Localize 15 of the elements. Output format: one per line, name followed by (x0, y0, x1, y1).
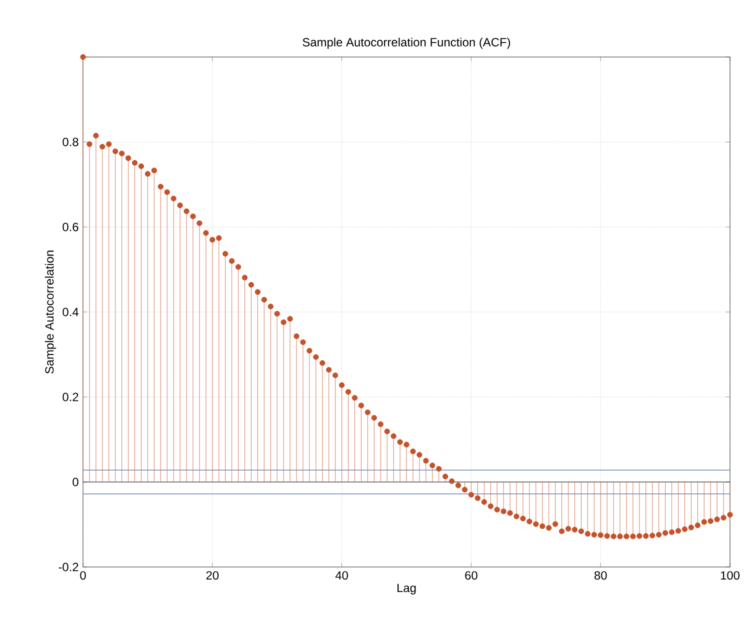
y-axis-title: Sample Autocorrelation (44, 250, 56, 374)
y-tick-label: 0.4 (62, 308, 78, 316)
x-tick-label: 60 (465, 571, 478, 580)
x-tick-label: 40 (335, 571, 348, 580)
x-tick-label: 0 (80, 571, 86, 580)
x-tick-label: 100 (720, 571, 740, 580)
chart-title: Sample Autocorrelation Function (ACF) (302, 38, 510, 49)
y-tick-label: 0.8 (62, 138, 78, 146)
y-tick-label: 0.6 (62, 222, 78, 232)
y-tick-label: -0.2 (58, 562, 78, 572)
x-axis-title: Lag (398, 584, 416, 595)
x-tick-label: 80 (594, 571, 607, 580)
y-tick-label: 0 (72, 478, 78, 486)
x-tick-label: 20 (206, 571, 219, 580)
y-tick-label: 0.2 (62, 392, 78, 402)
